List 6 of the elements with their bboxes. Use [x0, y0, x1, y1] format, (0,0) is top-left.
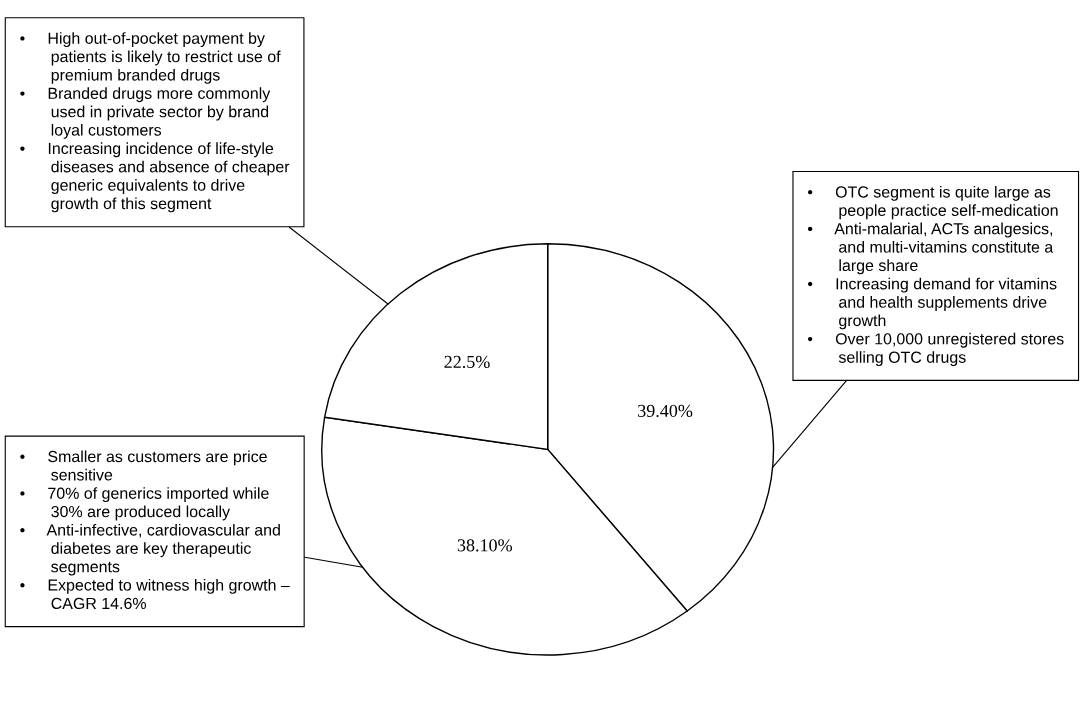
text: • Smaller as customers are price sensitive • 70% of generics imported while 30% are produced locally • Anti-infective, cardiovascular and diabetes are key therapeutic segments • Expected to witness high growth – CAGR 14.6% [20, 450, 290, 610]
text: • OTC segment is quite large as people practice self-medication • Anti-malarial, ACTs analgesics, and multi-vitamins constitute a large share • Increasing demand for vitamins and health supplements drive growth • Over 10,000 unregistered stores selling OTC drugs [807, 185, 1064, 367]
data-label: 22.5% [444, 355, 490, 369]
data-label: 38.10% [457, 539, 513, 552]
data-label: 39.40% [638, 404, 693, 418]
text: • High out-of-pocket payment by patients is likely to restrict use of premium branded drugs • Branded drugs more commonly used in private sector by brand loyal customers • Increasing incidence of life-style diseases and absence of cheaper generic equivalents to drive growth of this segment [20, 32, 290, 213]
